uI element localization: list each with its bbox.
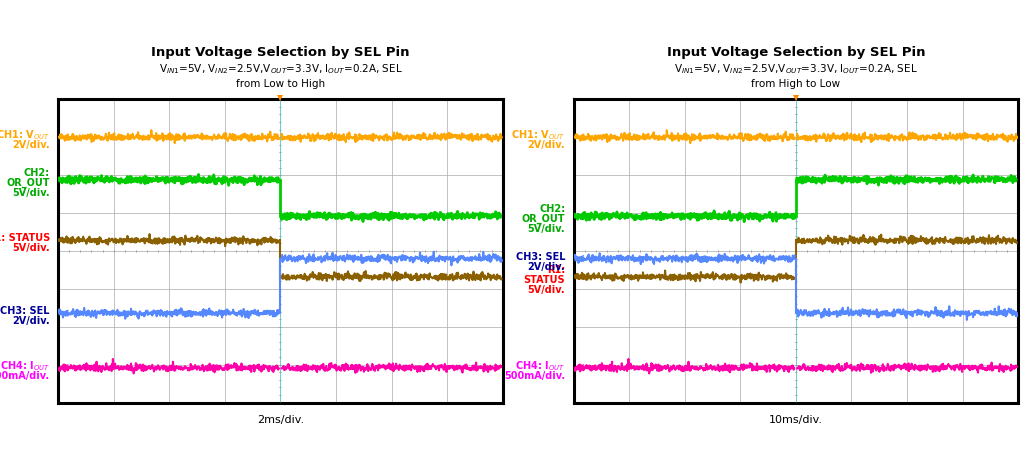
- Text: 2V/div.: 2V/div.: [528, 140, 565, 150]
- Text: 2V/div.: 2V/div.: [12, 140, 49, 150]
- Text: CH2:: CH2:: [24, 167, 49, 177]
- Text: 2V/div.: 2V/div.: [12, 315, 49, 325]
- Text: 2ms/div.: 2ms/div.: [257, 414, 304, 424]
- Text: OR_OUT: OR_OUT: [522, 213, 565, 224]
- Text: CH4: I$_{OUT}$: CH4: I$_{OUT}$: [0, 358, 49, 372]
- Text: from High to Low: from High to Low: [752, 79, 840, 89]
- Text: STATUS: STATUS: [524, 274, 565, 284]
- Text: OR_OUT: OR_OUT: [6, 177, 49, 187]
- Text: Input Voltage Selection by SEL Pin: Input Voltage Selection by SEL Pin: [667, 46, 925, 59]
- Text: CH3: SEL: CH3: SEL: [0, 305, 49, 315]
- Text: 500mA/div.: 500mA/div.: [0, 370, 49, 380]
- Text: Input Voltage Selection by SEL Pin: Input Voltage Selection by SEL Pin: [152, 46, 409, 59]
- Text: CH4: I$_{OUT}$: CH4: I$_{OUT}$: [516, 358, 565, 372]
- Text: 2V/div.: 2V/div.: [528, 261, 565, 271]
- Text: R1: STATUS: R1: STATUS: [0, 233, 49, 243]
- Text: from Low to High: from Low to High: [236, 79, 325, 89]
- Text: 5V/div.: 5V/div.: [528, 223, 565, 233]
- Text: 5V/div.: 5V/div.: [528, 284, 565, 294]
- Text: 10ms/div.: 10ms/div.: [769, 414, 823, 424]
- Text: V$_{IN1}$=5V, V$_{IN2}$=2.5V,V$_{OUT}$=3.3V, I$_{OUT}$=0.2A, SEL: V$_{IN1}$=5V, V$_{IN2}$=2.5V,V$_{OUT}$=3…: [159, 62, 402, 76]
- Text: 5V/div.: 5V/div.: [12, 243, 49, 253]
- Text: CH2:: CH2:: [539, 203, 565, 213]
- Text: V$_{IN1}$=5V, V$_{IN2}$=2.5V,V$_{OUT}$=3.3V, I$_{OUT}$=0.2A, SEL: V$_{IN1}$=5V, V$_{IN2}$=2.5V,V$_{OUT}$=3…: [674, 62, 918, 76]
- Text: CH1: V$_{OUT}$: CH1: V$_{OUT}$: [0, 128, 49, 142]
- Text: CH3: SEL: CH3: SEL: [516, 251, 565, 261]
- Text: 500mA/div.: 500mA/div.: [504, 370, 565, 380]
- Text: CH1: V$_{OUT}$: CH1: V$_{OUT}$: [511, 128, 565, 142]
- Text: 5V/div.: 5V/div.: [12, 187, 49, 197]
- Text: R1:: R1:: [547, 264, 565, 274]
